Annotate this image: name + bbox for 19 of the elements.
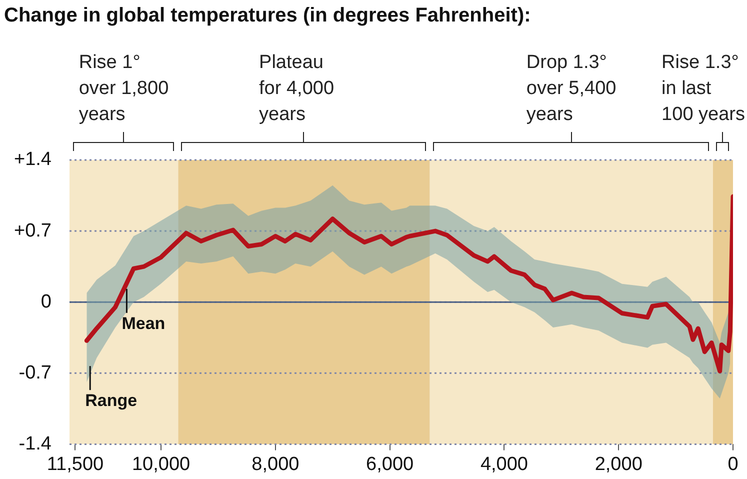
- x-tick-label: 10,000: [132, 454, 190, 475]
- y-tick-label: +1.4: [14, 149, 52, 170]
- x-tick-label: 11,500: [46, 454, 104, 475]
- x-tick-label: 4,000: [480, 454, 528, 475]
- x-tick-label: 2,000: [594, 454, 642, 475]
- annotation: Mean: [122, 314, 166, 333]
- band-label: Drop 1.3° over 5,400 years: [526, 52, 616, 125]
- annotation: Range: [85, 391, 138, 410]
- y-tick-label: +0.7: [14, 220, 52, 242]
- chart-title: Change in global temperatures (in degrees Fahrenheit):: [4, 4, 531, 27]
- y-tick-label: 0: [40, 291, 52, 312]
- y-tick-label: -0.7: [18, 362, 52, 384]
- band-label: Plateau for 4,000 years: [259, 52, 334, 125]
- band-label: Rise 1° over 1,800 years: [78, 52, 169, 125]
- y-tick-label: -1.4: [18, 433, 52, 454]
- band-label: Rise 1.3° in last 100 years: [662, 52, 746, 125]
- x-tick-label: 6,000: [366, 454, 414, 475]
- x-tick-label: 0: [728, 454, 738, 475]
- x-tick-label: 8,000: [252, 454, 300, 475]
